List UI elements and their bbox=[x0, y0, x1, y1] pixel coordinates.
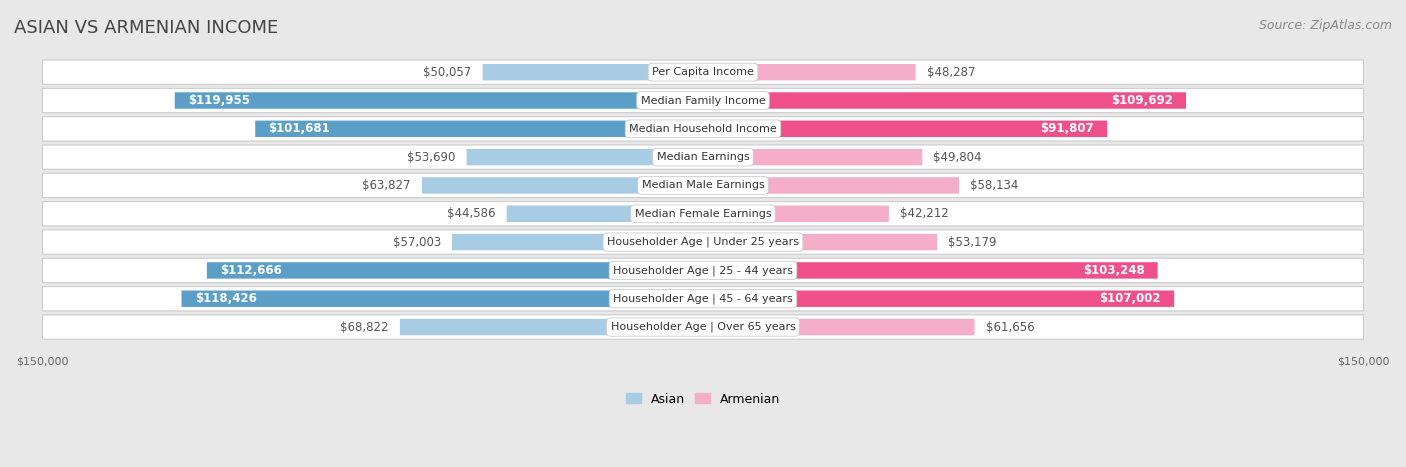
FancyBboxPatch shape bbox=[399, 319, 703, 335]
FancyBboxPatch shape bbox=[703, 205, 889, 222]
Text: $119,955: $119,955 bbox=[188, 94, 250, 107]
FancyBboxPatch shape bbox=[174, 92, 703, 109]
Text: Per Capita Income: Per Capita Income bbox=[652, 67, 754, 77]
FancyBboxPatch shape bbox=[42, 230, 1364, 254]
FancyBboxPatch shape bbox=[703, 290, 1174, 307]
FancyBboxPatch shape bbox=[703, 177, 959, 194]
Text: Householder Age | Under 25 years: Householder Age | Under 25 years bbox=[607, 237, 799, 248]
FancyBboxPatch shape bbox=[703, 92, 1187, 109]
Text: Median Male Earnings: Median Male Earnings bbox=[641, 180, 765, 191]
Text: Source: ZipAtlas.com: Source: ZipAtlas.com bbox=[1258, 19, 1392, 32]
Text: $57,003: $57,003 bbox=[392, 235, 441, 248]
FancyBboxPatch shape bbox=[42, 145, 1364, 170]
Text: $107,002: $107,002 bbox=[1099, 292, 1161, 305]
FancyBboxPatch shape bbox=[703, 120, 1108, 137]
Text: Median Female Earnings: Median Female Earnings bbox=[634, 209, 772, 219]
Legend: Asian, Armenian: Asian, Armenian bbox=[621, 388, 785, 410]
Text: $58,134: $58,134 bbox=[970, 179, 1018, 192]
FancyBboxPatch shape bbox=[703, 262, 1157, 279]
FancyBboxPatch shape bbox=[42, 315, 1364, 339]
FancyBboxPatch shape bbox=[467, 149, 703, 165]
FancyBboxPatch shape bbox=[207, 262, 703, 279]
FancyBboxPatch shape bbox=[181, 290, 703, 307]
Text: ASIAN VS ARMENIAN INCOME: ASIAN VS ARMENIAN INCOME bbox=[14, 19, 278, 37]
Text: Median Family Income: Median Family Income bbox=[641, 95, 765, 106]
FancyBboxPatch shape bbox=[703, 149, 922, 165]
Text: $109,692: $109,692 bbox=[1111, 94, 1173, 107]
Text: Median Household Income: Median Household Income bbox=[628, 124, 778, 134]
FancyBboxPatch shape bbox=[703, 64, 915, 80]
Text: Householder Age | Over 65 years: Householder Age | Over 65 years bbox=[610, 322, 796, 333]
Text: Median Earnings: Median Earnings bbox=[657, 152, 749, 162]
Text: $118,426: $118,426 bbox=[194, 292, 256, 305]
FancyBboxPatch shape bbox=[42, 287, 1364, 311]
FancyBboxPatch shape bbox=[42, 88, 1364, 113]
Text: $42,212: $42,212 bbox=[900, 207, 949, 220]
Text: $112,666: $112,666 bbox=[221, 264, 283, 277]
FancyBboxPatch shape bbox=[506, 205, 703, 222]
FancyBboxPatch shape bbox=[703, 319, 974, 335]
FancyBboxPatch shape bbox=[42, 258, 1364, 283]
FancyBboxPatch shape bbox=[256, 120, 703, 137]
Text: Householder Age | 45 - 64 years: Householder Age | 45 - 64 years bbox=[613, 293, 793, 304]
Text: $48,287: $48,287 bbox=[927, 66, 976, 78]
Text: $49,804: $49,804 bbox=[934, 151, 981, 163]
Text: $53,179: $53,179 bbox=[948, 235, 997, 248]
Text: $53,690: $53,690 bbox=[408, 151, 456, 163]
FancyBboxPatch shape bbox=[451, 234, 703, 250]
Text: $61,656: $61,656 bbox=[986, 320, 1035, 333]
Text: $103,248: $103,248 bbox=[1083, 264, 1144, 277]
FancyBboxPatch shape bbox=[703, 234, 938, 250]
FancyBboxPatch shape bbox=[482, 64, 703, 80]
FancyBboxPatch shape bbox=[42, 202, 1364, 226]
Text: $101,681: $101,681 bbox=[269, 122, 330, 135]
FancyBboxPatch shape bbox=[42, 60, 1364, 85]
Text: $68,822: $68,822 bbox=[340, 320, 389, 333]
FancyBboxPatch shape bbox=[42, 117, 1364, 141]
Text: $44,586: $44,586 bbox=[447, 207, 496, 220]
FancyBboxPatch shape bbox=[42, 173, 1364, 198]
FancyBboxPatch shape bbox=[422, 177, 703, 194]
Text: $91,807: $91,807 bbox=[1040, 122, 1094, 135]
Text: $50,057: $50,057 bbox=[423, 66, 471, 78]
Text: Householder Age | 25 - 44 years: Householder Age | 25 - 44 years bbox=[613, 265, 793, 276]
Text: $63,827: $63,827 bbox=[363, 179, 411, 192]
